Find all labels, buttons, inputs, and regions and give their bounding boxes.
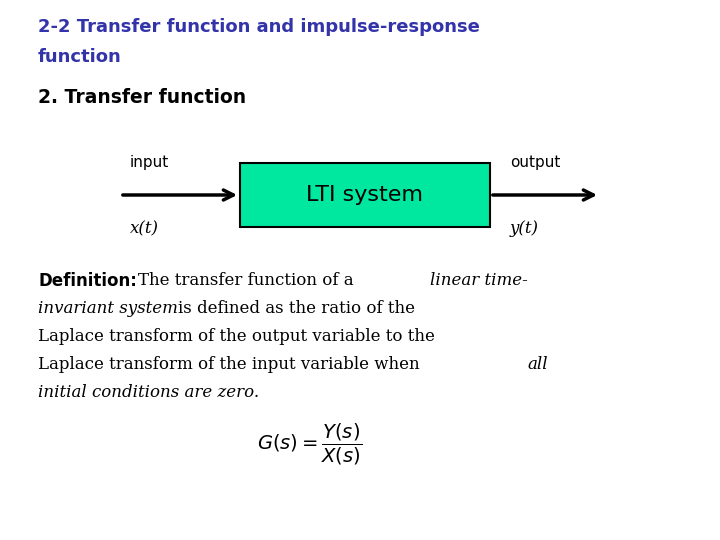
Text: function: function [38, 48, 122, 66]
Text: x(t): x(t) [130, 220, 159, 237]
Text: LTI system: LTI system [307, 185, 423, 205]
Text: initial conditions are zero.: initial conditions are zero. [38, 384, 259, 401]
Text: Definition:: Definition: [38, 272, 137, 290]
Text: all: all [527, 356, 548, 373]
Text: output: output [510, 155, 560, 170]
Text: invariant system: invariant system [38, 300, 178, 317]
Text: The transfer function of a: The transfer function of a [138, 272, 354, 289]
Text: is defined as the ratio of the: is defined as the ratio of the [178, 300, 415, 317]
Text: y(t): y(t) [510, 220, 539, 237]
Text: Laplace transform of the input variable when: Laplace transform of the input variable … [38, 356, 420, 373]
Text: 2-2 Transfer function and impulse-response: 2-2 Transfer function and impulse-respon… [38, 18, 480, 36]
Text: Laplace transform of the output variable to the: Laplace transform of the output variable… [38, 328, 435, 345]
Bar [240, 163, 490, 227]
Text: linear time-: linear time- [430, 272, 528, 289]
Text: input: input [130, 155, 169, 170]
Text: 2. Transfer function: 2. Transfer function [38, 88, 246, 107]
Text: $G(s) = \dfrac{Y(s)}{X(s)}$: $G(s) = \dfrac{Y(s)}{X(s)}$ [258, 422, 363, 467]
